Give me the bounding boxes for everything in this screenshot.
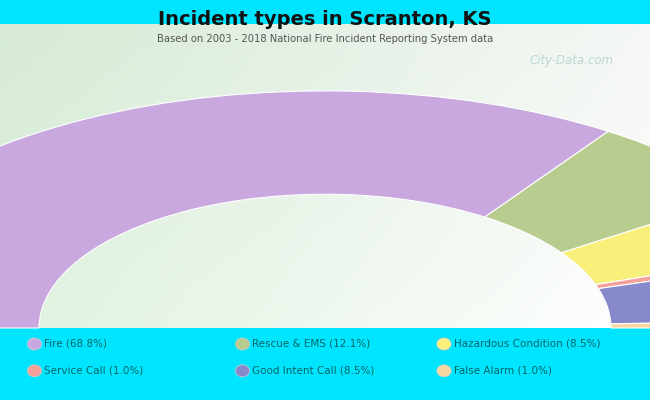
Text: Rescue & EMS (12.1%): Rescue & EMS (12.1%) (252, 339, 370, 349)
Wedge shape (485, 131, 650, 253)
Text: Hazardous Condition (8.5%): Hazardous Condition (8.5%) (454, 339, 600, 349)
Wedge shape (611, 320, 650, 328)
Text: False Alarm (1.0%): False Alarm (1.0%) (454, 366, 552, 376)
Text: Good Intent Call (8.5%): Good Intent Call (8.5%) (252, 366, 374, 376)
Wedge shape (595, 251, 650, 289)
Text: Fire (68.8%): Fire (68.8%) (44, 339, 107, 349)
Wedge shape (562, 195, 650, 285)
Text: Incident types in Scranton, KS: Incident types in Scranton, KS (158, 10, 492, 29)
Text: Based on 2003 - 2018 National Fire Incident Reporting System data: Based on 2003 - 2018 National Fire Incid… (157, 34, 493, 44)
Wedge shape (0, 91, 608, 328)
Wedge shape (599, 258, 650, 324)
Text: Service Call (1.0%): Service Call (1.0%) (44, 366, 144, 376)
Text: City-Data.com: City-Data.com (530, 54, 614, 67)
